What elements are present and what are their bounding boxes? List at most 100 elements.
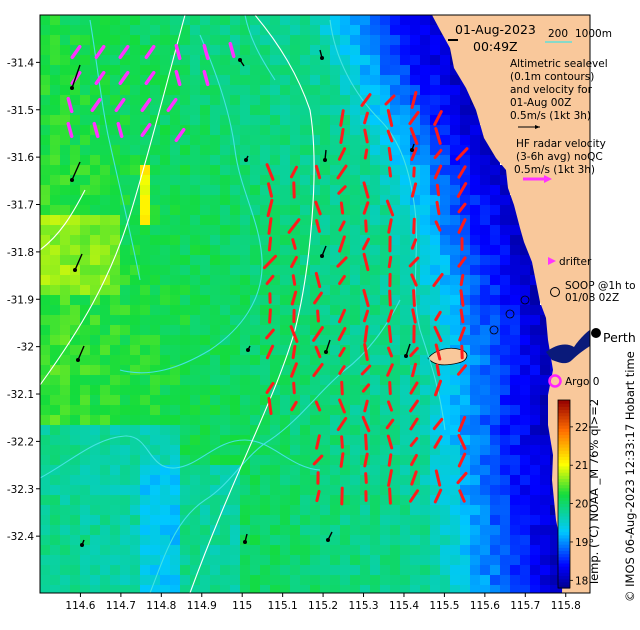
drifter-head [70, 86, 74, 90]
drifter-track [405, 343, 411, 357]
hf-vector [409, 346, 419, 358]
drifter-head [326, 538, 330, 542]
legend-altimetry-line-4: 01-Aug 00Z [510, 97, 571, 109]
hf-vector [338, 308, 346, 324]
hf-vector [338, 235, 346, 253]
altimetry-vector [118, 70, 130, 86]
hf-vector [315, 489, 321, 503]
hf-vector [409, 437, 419, 447]
x-tick-label: 115.3 [348, 600, 378, 612]
colorbar-segment [558, 584, 570, 589]
hf-vector [338, 275, 346, 285]
bathymetry-line [40, 15, 186, 386]
colorbar-segment [558, 412, 570, 417]
hf-vector [409, 127, 419, 145]
drifter-track [74, 253, 83, 271]
hf-vector [388, 381, 392, 395]
drifter-head [243, 540, 247, 544]
hf-vector [434, 343, 442, 361]
colorbar-frame [557, 399, 571, 589]
hf-vector [265, 163, 275, 181]
altimetry-vector [144, 70, 156, 86]
colorbar-segment [558, 515, 570, 520]
land-mass [432, 15, 590, 593]
map-area [40, 15, 590, 593]
hf-vector [435, 200, 441, 216]
colorbar-tick-label: 18 [575, 575, 588, 587]
x-tick-label: 115.1 [268, 600, 298, 612]
colorbar-segment [558, 525, 570, 530]
hf-vector [363, 148, 369, 160]
legend-soop-line-2: 01/08 02Z [565, 292, 619, 304]
hf-vector [457, 415, 467, 433]
hf-vector [290, 362, 298, 378]
drifter-head [76, 358, 80, 362]
hf-vector [291, 238, 297, 250]
hf-vector [410, 454, 418, 466]
colorbar-segment [558, 490, 570, 495]
hf-vector [433, 488, 443, 504]
hf-vector [314, 271, 322, 289]
perth-marker-icon [591, 328, 601, 338]
y-tick-label: -31.4 [7, 57, 34, 69]
hf-vector [363, 309, 369, 323]
colorbar-segment [558, 450, 570, 454]
colorbar-segment [558, 575, 570, 580]
y-tick-label: -31.5 [7, 105, 34, 117]
colorbar-segment [558, 484, 570, 489]
altimetry-vector [174, 69, 182, 87]
hf-vector [387, 218, 393, 234]
hf-vector [456, 471, 468, 485]
hf-vector [386, 434, 394, 450]
colorbar-tick-label: 21 [575, 460, 588, 472]
soop-track-icon [489, 325, 499, 335]
hf-vector [456, 182, 468, 198]
colorbar-segment [558, 465, 570, 470]
colorbar-segment [558, 475, 570, 479]
altimetry-vector [228, 41, 236, 59]
hf-vector [289, 325, 299, 343]
hf-vector [314, 345, 322, 359]
legend-drifter: drifter [559, 256, 592, 268]
legend-hf-line-2: (3-6h avg) noQC [516, 151, 603, 163]
hf-vector [364, 472, 368, 484]
colorbar-segment [558, 553, 570, 558]
hf-vector [457, 218, 467, 234]
hf-vector [314, 200, 322, 216]
hf-vector [338, 398, 346, 414]
colorbar-segment [558, 556, 570, 561]
colorbar-segment [558, 425, 570, 429]
legend-altimetry-line-1: Altimetric sealevel [510, 58, 608, 70]
drifter-track [77, 345, 85, 361]
hf-vector [313, 291, 323, 305]
hf-vector [457, 165, 467, 179]
colorbar-segment [558, 494, 570, 498]
hf-vector [362, 181, 370, 199]
y-tick-label: -32 [17, 342, 34, 354]
colorbar-segment [558, 478, 570, 483]
x-tick-label: 114.9 [187, 600, 217, 612]
city-label: Perth [603, 330, 636, 345]
hf-vector [386, 109, 394, 127]
drifter-head [404, 354, 408, 358]
colorbar-segment [558, 400, 570, 404]
hf-vector [388, 487, 392, 505]
colorbar-segment [558, 547, 570, 551]
hf-vector [410, 470, 418, 486]
hf-vector [338, 365, 346, 375]
colorbar-segment [558, 418, 570, 423]
hf-vector [410, 182, 418, 198]
hf-vector [339, 128, 345, 144]
y-tick-label: -32.4 [7, 531, 34, 543]
hf-vector [386, 129, 394, 143]
y-tick-label: -31.6 [7, 152, 34, 164]
hf-vector [459, 274, 465, 286]
contour-line [149, 299, 401, 593]
altimetry-vector [94, 70, 106, 86]
x-tick-label: 114.7 [106, 600, 136, 612]
hf-vector [268, 308, 272, 324]
argo-marker-icon [548, 374, 562, 388]
colorbar-segment [558, 472, 570, 476]
hf-vector [432, 417, 444, 431]
y-tick-label: -32.1 [7, 389, 34, 401]
